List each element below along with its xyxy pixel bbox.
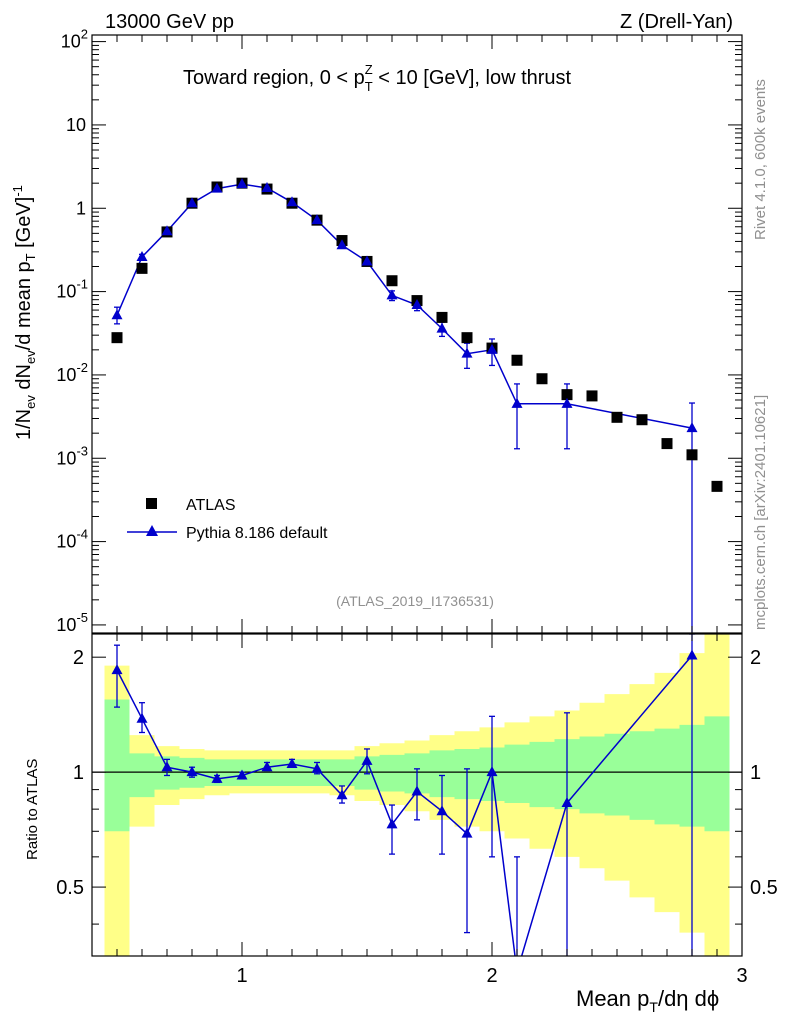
ratio-ylabel: Ratio to ATLAS	[24, 759, 41, 860]
ratio-ytick-label-right: 0.5	[750, 877, 778, 899]
legend-atlas-marker	[146, 498, 157, 509]
pythia-point	[486, 343, 498, 354]
main-ylabel: 1/Nev dNev/d mean pT [GeV]-1	[10, 185, 38, 440]
ratio-point	[486, 766, 498, 777]
ratio-band-green	[104, 699, 730, 832]
ratio-point	[236, 769, 248, 780]
atlas-point	[636, 414, 648, 426]
process-label: Z (Drell-Yan)	[620, 11, 733, 33]
pythia-point	[211, 182, 223, 193]
ratio-data-layer	[111, 634, 698, 976]
ratio-point	[161, 761, 173, 772]
pythia-point	[461, 347, 473, 358]
atlas-point	[386, 275, 398, 287]
pythia-point	[286, 196, 298, 207]
ratio-point	[512, 966, 523, 976]
ratio-point	[261, 761, 273, 772]
atlas-point	[461, 332, 473, 344]
ratio-ytick-label: 2	[73, 647, 84, 669]
ratio-point	[211, 772, 223, 783]
pythia-point	[361, 255, 373, 266]
main-ytick-label: 10-3	[56, 443, 88, 468]
pythia-point	[686, 422, 698, 433]
atlas-point	[561, 389, 573, 401]
main-axis-ticks: 10-5 10-4 10-3 10-2 10-1 1 10 102	[56, 27, 742, 635]
mcplots-label: mcplots.cern.ch [arXiv:2401.10621]	[752, 395, 769, 630]
ratio-xtick-label: 3	[736, 965, 747, 987]
ratio-point	[311, 762, 323, 773]
ratio-ytick-label-right: 1	[750, 762, 761, 784]
main-ytick-label: 10-2	[56, 360, 88, 385]
main-ytick-label: 1	[76, 198, 86, 218]
pythia-point	[111, 309, 123, 320]
atlas-point	[436, 311, 448, 323]
atlas-point	[136, 262, 148, 274]
ratio-xtick-label: 1	[236, 965, 247, 987]
ratio-point	[411, 785, 423, 796]
energy-label: 13000 GeV pp	[105, 11, 234, 33]
ratio-ytick-label: 1	[73, 762, 84, 784]
legend: ATLAS Pythia 8.186 default	[127, 497, 328, 542]
ratio-point	[561, 797, 573, 808]
main-data-layer	[111, 177, 723, 633]
ratio-point	[436, 805, 448, 816]
pythia-point	[186, 197, 198, 208]
ratio-point	[111, 664, 123, 675]
pythia-point	[561, 397, 573, 408]
atlas-point	[686, 449, 698, 461]
legend-pythia-marker	[146, 525, 158, 536]
main-ytick-label: 10	[66, 115, 86, 135]
pythia-line	[116, 183, 693, 429]
atlas-point	[511, 354, 523, 366]
main-frame	[91, 34, 743, 634]
analysis-label: (ATLAS_2019_I1736531)	[336, 593, 494, 609]
ratio-point	[136, 712, 148, 723]
ratio-point	[461, 827, 473, 838]
ratio-point	[361, 754, 373, 765]
ratio-point	[336, 789, 348, 800]
ratio-point	[686, 649, 698, 660]
pythia-point	[136, 251, 148, 262]
ratio-xlabel: Mean pT/dη dϕ	[576, 986, 719, 1015]
pythia-point	[386, 289, 398, 300]
main-ytick-label: 102	[61, 27, 88, 52]
legend-atlas-label: ATLAS	[186, 497, 236, 514]
ratio-point	[386, 818, 398, 829]
main-ytick-label: 10-4	[56, 527, 88, 552]
atlas-point	[611, 411, 623, 423]
pythia-point	[261, 182, 273, 193]
pythia-point	[336, 239, 348, 250]
rivet-label: Rivet 4.1.0, 600k events	[752, 79, 769, 240]
ratio-ytick-label-right: 2	[750, 647, 761, 669]
atlas-point	[536, 373, 548, 385]
main-ytick-label: 10-1	[56, 277, 88, 302]
pythia-point	[161, 225, 173, 236]
ratio-point	[286, 758, 298, 769]
pythia-point	[411, 299, 423, 310]
ratio-axis-ticks: 0.5 0.5 1 1 2 2 1 2 3	[56, 634, 778, 987]
atlas-point	[661, 438, 673, 450]
pythia-point	[311, 214, 323, 225]
main-ytick-label: 10-5	[56, 610, 88, 635]
atlas-point	[111, 332, 123, 344]
pythia-point	[236, 178, 248, 189]
ratio-point	[186, 766, 198, 777]
pythia-point	[436, 322, 448, 333]
pythia-point	[511, 397, 523, 408]
atlas-point	[711, 480, 723, 492]
main-title: Toward region, 0 < pTZ < 10 [GeV], low t…	[183, 62, 572, 94]
ratio-xtick-label: 2	[486, 965, 497, 987]
legend-pythia-label: Pythia 8.186 default	[186, 525, 328, 542]
atlas-point	[586, 390, 598, 402]
ratio-ytick-label: 0.5	[56, 877, 84, 899]
